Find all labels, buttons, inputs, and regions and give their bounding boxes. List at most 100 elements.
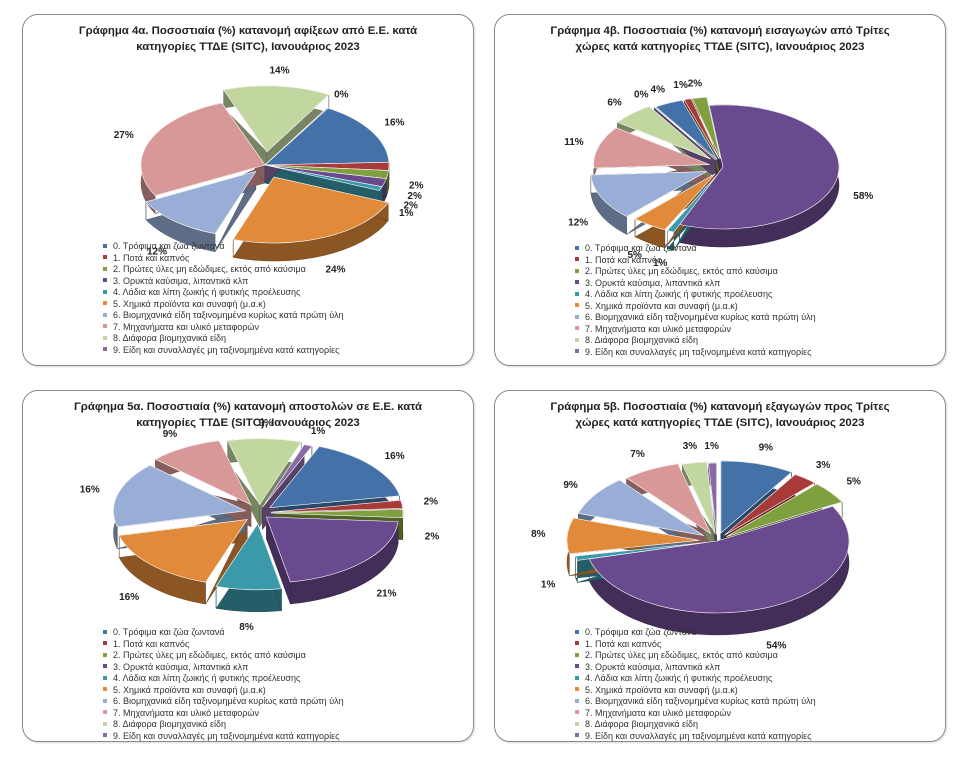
data-label: 2% — [688, 78, 703, 89]
data-label: 2% — [403, 201, 418, 212]
legend-label: 6. Βιομηχανικά είδη ταξινομημένα κυρίως … — [113, 696, 344, 706]
data-label: 16% — [384, 117, 404, 128]
data-label: 2% — [407, 191, 422, 202]
pie-slice — [118, 519, 248, 583]
legend-label: 3. Ορυκτά καύσιμα, λιπαντικά κλπ — [113, 275, 249, 286]
legend-label: 6. Βιομηχανικά είδη ταξινομημένα κυρίως … — [585, 696, 816, 706]
pie-chart-5a: 16% 2% 2% 21% 8% 16% 16% 9% 9% 1% — [80, 418, 440, 633]
legend-label: 5. Χημικά προϊόντα και συναφή (μ.α.κ) — [585, 300, 738, 311]
legend-item: 5. Χημικά προϊόντα και συναφή (μ.α.κ) — [103, 685, 344, 697]
legend-label: 3. Ορυκτά καύσιμα, λιπαντικά κλπ — [113, 661, 249, 672]
legend-swatch — [103, 733, 107, 738]
data-label: 16% — [80, 484, 100, 495]
legend-swatch — [575, 291, 579, 296]
legend-item: 1. Ποτά και καπνός — [575, 639, 816, 651]
data-label: 2% — [409, 181, 424, 192]
legend-label: 8. Διάφορα βιομηχανικά είδη — [585, 335, 699, 345]
pie-slice — [634, 173, 716, 231]
pie-slice — [625, 463, 712, 535]
legend-label: 4. Λάδια και λίπη ζωικής ή φυτικής προέλ… — [113, 287, 301, 297]
data-label: 1% — [673, 80, 688, 91]
legend-swatch — [103, 710, 107, 715]
legend-item: 6. Βιομηχανικά είδη ταξινομημένα κυρίως … — [103, 310, 344, 322]
legend-swatch — [575, 664, 579, 669]
pie-slice — [726, 483, 843, 537]
data-label: 1% — [653, 258, 668, 269]
legend-label: 9. Είδη και συναλλαγές μη ταξινομημένα κ… — [585, 346, 812, 357]
chart-panel-5a: 16% 2% 2% 21% 8% 16% 16% 9% 9% 1% Γράφημα 5α. Ποσ… — [22, 390, 474, 742]
data-label: 0% — [334, 89, 349, 100]
data-label: 5% — [627, 250, 642, 261]
pie-chart-4b: 4% 1% 2%58%1%5%12%11%6%0% — [564, 78, 873, 269]
pie-slice — [590, 171, 707, 217]
legend-item: 6. Βιομηχανικά είδη ταξινομημένα κυρίως … — [575, 312, 816, 324]
data-label: 16% — [385, 451, 405, 462]
legend-label: 5. Χημικά προϊόντα και συναφή (μ.α.κ) — [113, 684, 266, 695]
data-label: 9% — [759, 443, 774, 454]
pie-chart-5b: 9% 3% 5% 54% 1% 8% 9% 7% 3% 1% — [531, 441, 862, 652]
legend-item: 9. Είδη και συναλλαγές μη ταξινομημένα κ… — [575, 347, 816, 359]
legend-item: 1. Ποτά και καπνός — [103, 253, 344, 265]
legend-item: 6. Βιομηχανικά είδη ταξινομημένα κυρίως … — [575, 696, 816, 708]
legend-swatch — [575, 641, 579, 646]
legend-swatch — [575, 349, 579, 354]
data-label: 54% — [766, 641, 786, 652]
legend-swatch — [103, 664, 107, 669]
legend-swatch — [575, 698, 579, 703]
legend-label: 6. Βιομηχανικά είδη ταξινομημένα κυρίως … — [113, 310, 344, 320]
legend-item: 7. Μηχανήματα και υλικό μεταφορών — [103, 708, 344, 720]
legend-item: 2. Πρώτες ύλες μη εδώδιμες, εκτός από κα… — [575, 266, 816, 278]
data-label: 12% — [568, 217, 588, 228]
data-label: 1% — [399, 208, 414, 219]
legend-item: 7. Μηχανήματα και υλικό μεταφορών — [575, 324, 816, 336]
data-label: 9% — [258, 418, 273, 429]
legend-swatch — [103, 652, 107, 657]
legend-swatch — [575, 733, 579, 738]
legend-item: 9. Είδη και συναλλαγές μη ταξινομημένα κ… — [575, 731, 816, 743]
legend-item: 2. Πρώτες ύλες μη εδώδιμες, εκτός από κα… — [575, 650, 816, 662]
legend-label: 4. Λάδια και λίπη ζωικής ή φυτικής προέλ… — [585, 673, 773, 683]
pie-chart-4a: 16%2%2%2%1%24%12%27%14%0% — [114, 66, 424, 276]
legend-4b: 0. Τρόφιμα και ζώα ζωντανά 1. Ποτά και κα… — [575, 243, 816, 358]
data-label: 5% — [847, 477, 862, 488]
data-label: 2% — [424, 497, 439, 508]
legend-label: 6. Βιομηχανικά είδη ταξινομημένα κυρίως … — [585, 312, 816, 322]
data-label: 24% — [325, 265, 345, 276]
legend-item: 4. Λάδια και λίπη ζωικής ή φυτικής προέλ… — [103, 673, 344, 685]
legend-swatch — [103, 641, 107, 646]
legend-item: 5. Χημικά προϊόντα και συναφή (μ.α.κ) — [103, 299, 344, 311]
data-label: 21% — [376, 589, 396, 600]
legend-label: 8. Διάφορα βιομηχανικά είδη — [113, 719, 227, 729]
legend-item: 9. Είδη και συναλλαγές μη ταξινομημένα κ… — [103, 345, 344, 357]
chart-title-5a: Γράφημα 5α. Ποσοστιαία (%) κατανομή αποσ… — [73, 401, 423, 429]
pie-slice — [577, 479, 704, 536]
legend-item: 0. Τρόφιμα και ζώα ζωντανά — [103, 627, 344, 639]
pie-slice — [575, 542, 706, 561]
data-label: 9% — [163, 429, 178, 440]
legend-swatch — [103, 721, 107, 726]
data-label: 16% — [119, 592, 139, 603]
pie-slice — [681, 461, 716, 535]
pie-slice — [270, 499, 404, 513]
pie-slice — [154, 440, 252, 506]
legend-label: 7. Μηχανήματα και υλικό μεταφορών — [585, 707, 731, 718]
legend-swatch — [103, 324, 107, 329]
pie-slice — [270, 509, 404, 518]
legend-item: 3. Ορυκτά καύσιμα, λιπαντικά κλπ — [103, 276, 344, 288]
pie-slice — [720, 460, 793, 534]
legend-swatch — [103, 243, 107, 248]
legend-item: 3. Ορυκτά καύσιμα, λιπαντικά κλπ — [103, 662, 344, 674]
pie-slice — [264, 107, 329, 166]
legend-label: 7. Μηχανήματα και υλικό μεταφορών — [113, 707, 259, 718]
pie-slice — [691, 96, 721, 159]
legend-swatch — [575, 280, 579, 285]
legend-item: 6. Βιομηχανικά είδη ταξινομημένα κυρίως … — [103, 696, 344, 708]
pie-slice — [140, 102, 266, 196]
data-label: 6% — [607, 98, 622, 109]
legend-swatch — [575, 687, 579, 692]
chart-title-5b: Γράφημα 5β. Ποσοστιαία (%) κατανομή εξαγ… — [550, 401, 890, 429]
legend-item: 2. Πρώτες ύλες μη εδώδιμες, εκτός από κα… — [103, 650, 344, 662]
legend-item: 5. Χημικά προϊόντα και συναφή (μ.α.κ) — [575, 685, 816, 697]
legend-label: 3. Ορυκτά καύσιμα, λιπαντικά κλπ — [585, 661, 721, 672]
legend-label: 2. Πρώτες ύλες μη εδώδιμες, εκτός από κα… — [113, 264, 306, 274]
